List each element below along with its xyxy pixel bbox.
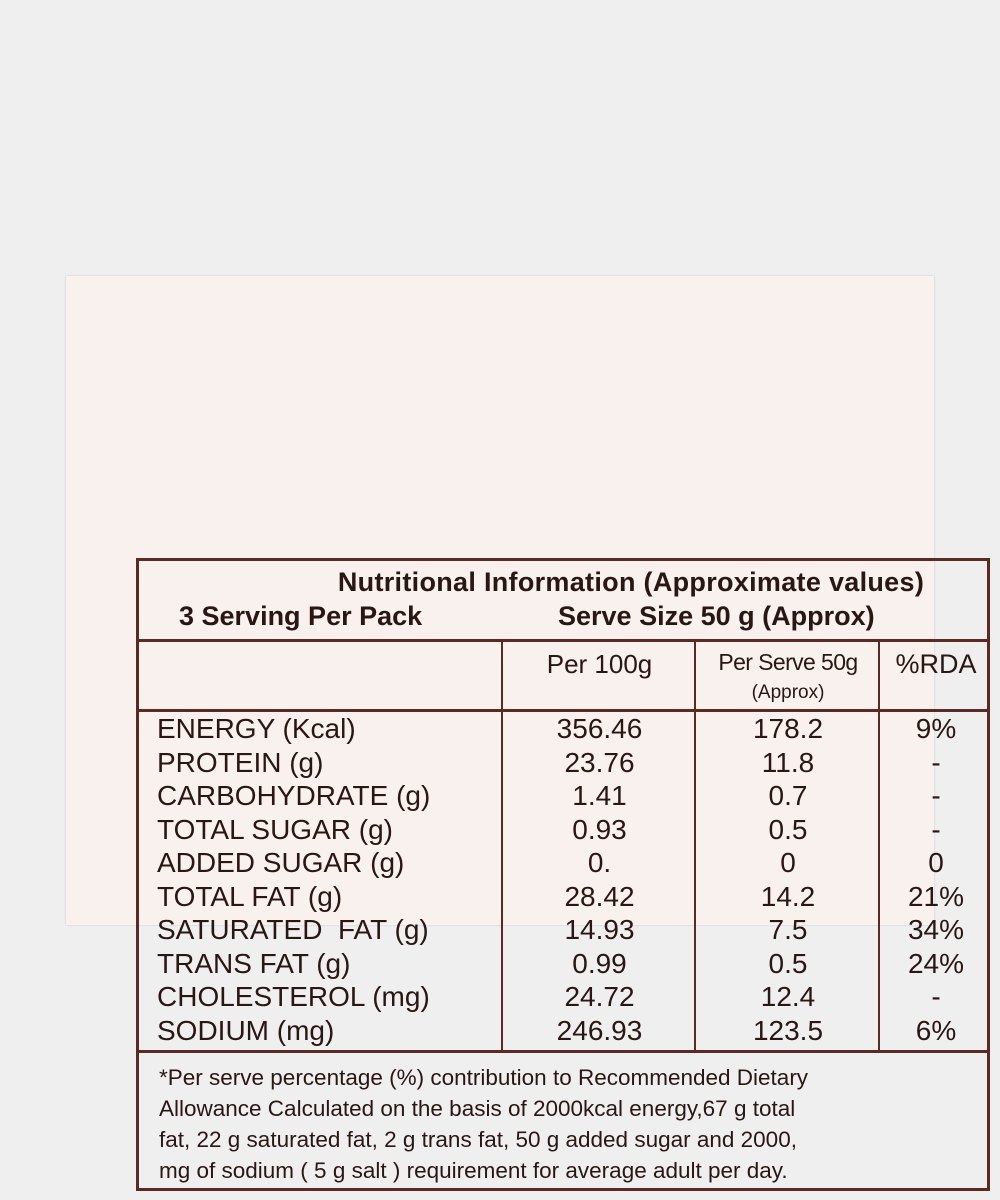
- label-title: Nutritional Information (Approximate val…: [337, 567, 925, 597]
- value-per-serve: 0.5: [768, 947, 808, 979]
- value-per-100g: 1.41: [572, 780, 627, 811]
- footnote-divider: [139, 1050, 987, 1053]
- value-per-serve: 178.2: [752, 713, 824, 744]
- value-per-100g: 356.46: [556, 713, 643, 744]
- value-rda: -: [931, 981, 941, 1012]
- value-per-100g: 246.93: [556, 1014, 643, 1046]
- nutrient-name: SATURATED FAT (g): [157, 914, 429, 945]
- value-rda: -: [931, 746, 941, 778]
- value-per-100g: 0.93: [572, 813, 627, 845]
- column-divider: [694, 641, 696, 1051]
- column-header-per-serve-note: (Approx): [751, 682, 825, 703]
- value-per-serve: 12.4: [760, 981, 816, 1012]
- value-rda: -: [931, 780, 941, 811]
- value-rda: -: [931, 813, 941, 845]
- value-per-serve: 14.2: [760, 880, 816, 912]
- value-per-100g: 0.: [587, 847, 612, 878]
- value-per-serve: 11.8: [761, 746, 815, 778]
- table-row: ADDED SUGAR (g) 0. 0 0: [139, 846, 987, 880]
- value-per-serve: 0.5: [768, 813, 808, 845]
- value-per-100g: 14.93: [564, 914, 635, 945]
- value-per-100g: 23.76: [564, 746, 635, 778]
- column-header-divider: [139, 709, 987, 712]
- nutrient-name: PROTEIN (g): [157, 746, 324, 778]
- nutrient-name: ADDED SUGAR (g): [157, 847, 405, 878]
- value-per-serve: 7.5: [768, 914, 808, 945]
- column-header-per-serve: Per Serve 50g: [718, 649, 858, 675]
- value-per-100g: 28.42: [564, 880, 635, 912]
- table-row: TOTAL SUGAR (g) 0.93 0.5 -: [139, 813, 987, 847]
- column-divider: [878, 641, 880, 1051]
- column-divider: [501, 641, 503, 1051]
- nutrient-name: ENERGY (Kcal): [157, 713, 356, 744]
- nutrient-name: TRANS FAT (g): [157, 947, 351, 979]
- table-row: CHOLESTEROL (mg) 24.72 12.4 -: [139, 980, 987, 1014]
- value-per-serve: 0: [780, 847, 796, 878]
- value-per-100g: 24.72: [564, 981, 635, 1012]
- servings-per-pack: 3 Serving Per Pack: [179, 601, 423, 631]
- header-divider: [139, 639, 987, 642]
- nutrient-name: CHOLESTEROL (mg): [157, 981, 430, 1012]
- value-per-serve: 123.5: [752, 1014, 824, 1046]
- column-header-rda: %RDA: [895, 649, 977, 679]
- value-per-100g: 0.99: [572, 947, 627, 979]
- footnote-line: *Per serve percentage (%) contribution t…: [159, 1065, 809, 1090]
- rda-footnote: *Per serve percentage (%) contribution t…: [159, 1062, 979, 1186]
- value-rda: 9%: [915, 713, 957, 744]
- table-row: SODIUM (mg) 246.93 123.5 6%: [139, 1014, 987, 1048]
- nutrition-label: Nutritional Information (Approximate val…: [66, 276, 990, 1191]
- value-rda: 34%: [907, 914, 965, 945]
- table-row: CARBOHYDRATE (g) 1.41 0.7 -: [139, 779, 987, 813]
- table-row: TRANS FAT (g) 0.99 0.5 24%: [139, 947, 987, 981]
- table-row: SATURATED FAT (g) 14.93 7.5 34%: [139, 913, 987, 947]
- footnote-line: fat, 22 g saturated fat, 2 g trans fat, …: [159, 1127, 797, 1152]
- value-rda: 24%: [907, 947, 965, 979]
- nutrient-rows: ENERGY (Kcal) 356.46 178.2 9% PROTEIN (g…: [139, 712, 987, 1047]
- value-rda: 21%: [907, 880, 965, 912]
- nutrient-name: SODIUM (mg): [157, 1014, 335, 1046]
- table-row: PROTEIN (g) 23.76 11.8 -: [139, 746, 987, 780]
- value-rda: 6%: [915, 1014, 957, 1046]
- serve-size: Serve Size 50 g (Approx): [558, 601, 875, 631]
- table-row: ENERGY (Kcal) 356.46 178.2 9%: [139, 712, 987, 746]
- footnote-line: mg of sodium ( 5 g salt ) requirement fo…: [159, 1158, 788, 1183]
- nutrition-table: Nutritional Information (Approximate val…: [136, 558, 990, 1191]
- value-per-serve: 0.7: [768, 780, 808, 811]
- table-row: TOTAL FAT (g) 28.42 14.2 21%: [139, 880, 987, 914]
- value-rda: 0: [928, 847, 944, 878]
- column-header-per-100g: Per 100g: [546, 649, 653, 679]
- nutrient-name: TOTAL SUGAR (g): [157, 813, 393, 845]
- footnote-line: Allowance Calculated on the basis of 200…: [159, 1096, 796, 1121]
- nutrient-name: CARBOHYDRATE (g): [157, 780, 431, 811]
- nutrient-name: TOTAL FAT (g): [157, 880, 343, 912]
